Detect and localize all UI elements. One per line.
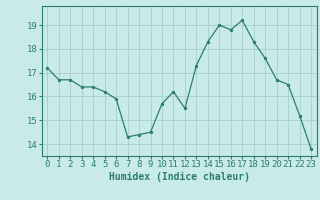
X-axis label: Humidex (Indice chaleur): Humidex (Indice chaleur): [109, 172, 250, 182]
